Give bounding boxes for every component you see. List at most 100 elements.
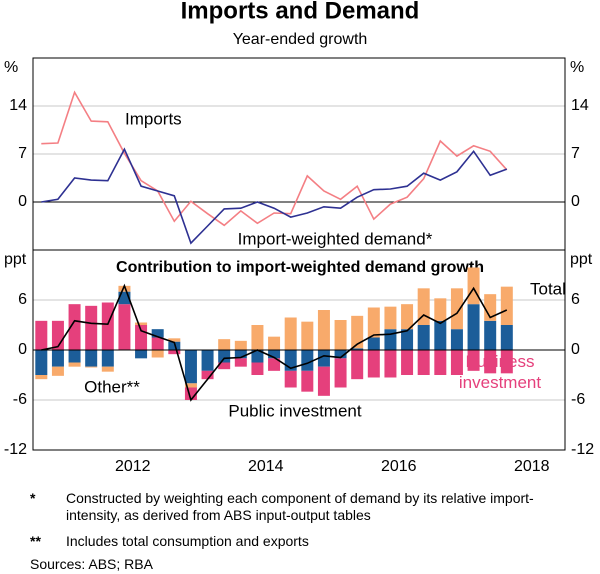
- bar-segment: [367, 350, 380, 378]
- bar-segment: [467, 304, 480, 350]
- bar-segment: [151, 350, 164, 358]
- source-text: Sources: ABS; RBA: [30, 556, 153, 572]
- bar-segment: [467, 267, 480, 305]
- y2-tick-label: 7: [571, 145, 580, 162]
- bar-segment: [450, 288, 463, 330]
- note-marker: **: [30, 533, 41, 549]
- series-line: [41, 283, 508, 402]
- bar-segment: [85, 366, 98, 368]
- series-label: Business investment: [458, 352, 542, 392]
- y-tick-label: 0: [18, 341, 27, 358]
- bar-segment: [484, 320, 497, 350]
- bar-segment: [85, 350, 98, 367]
- bar-segment: [268, 358, 281, 371]
- bar-segment: [35, 320, 48, 350]
- panel-frame: [32, 249, 566, 451]
- bar-segment: [251, 325, 264, 350]
- series-line: [41, 90, 508, 227]
- bar-segment: [367, 337, 380, 350]
- bar-segment: [334, 358, 347, 388]
- note: ** Includes total consumption and exports: [30, 533, 570, 550]
- y2-axis-label: ppt: [570, 251, 593, 268]
- y2-tick-label: 6: [571, 291, 580, 308]
- note-marker: *: [30, 490, 36, 506]
- y2-axis-label: %: [570, 59, 584, 76]
- bar-segment: [101, 366, 114, 372]
- y-tick-label: -12: [4, 441, 27, 458]
- bar-segment: [218, 362, 231, 370]
- bar-segment: [434, 298, 447, 321]
- chart-title: Imports and Demand: [181, 0, 420, 24]
- bar-segment: [284, 370, 297, 388]
- bar-segment: [51, 366, 64, 376]
- bar-segment: [301, 321, 314, 350]
- bar-segment: [168, 338, 181, 342]
- bar-segment: [184, 350, 197, 384]
- bar-segment: [284, 317, 297, 350]
- bar-segment: [85, 305, 98, 350]
- bar-segment: [234, 340, 247, 350]
- bar-segment: [251, 362, 264, 375]
- y2-tick-label: -6: [571, 391, 585, 408]
- bar-segment: [467, 350, 480, 371]
- note-text: Includes total consumption and exports: [66, 533, 309, 549]
- y-tick-label: 14: [9, 97, 27, 114]
- bar-segment: [168, 341, 181, 350]
- note-text: Constructed by weighting each component …: [66, 490, 534, 523]
- series-label: Total: [530, 279, 566, 298]
- series-line: [41, 147, 508, 245]
- bar-segment: [417, 325, 430, 350]
- bar-segment: [384, 350, 397, 378]
- y2-tick-label: 0: [571, 193, 580, 210]
- bar-segment: [434, 320, 447, 350]
- bar-segment: [334, 350, 347, 359]
- bar-segment: [68, 350, 81, 363]
- bar-segment: [384, 329, 397, 350]
- y2-tick-label: 14: [571, 97, 589, 114]
- panel-title: Contribution to import-weighted demand g…: [116, 259, 484, 276]
- bar-segment: [118, 285, 131, 292]
- bar-segment: [35, 350, 48, 375]
- bar-segment: [401, 329, 414, 350]
- bar-segment: [301, 350, 314, 371]
- bar-segment: [500, 350, 513, 374]
- bar-segment: [101, 302, 114, 350]
- series-label: Imports: [125, 109, 182, 128]
- x-tick-label: 2014: [248, 458, 284, 475]
- y-axis-label: %: [4, 59, 18, 76]
- bar-segment: [35, 375, 48, 380]
- chart-subtitle: Year-ended growth: [233, 31, 368, 48]
- bar-segment: [68, 304, 81, 350]
- bar-segment: [268, 336, 281, 350]
- bar-segment: [351, 348, 364, 350]
- bar-segment: [234, 358, 247, 367]
- series-label: Public investment: [228, 401, 362, 420]
- y-tick-label: 6: [18, 291, 27, 308]
- note: * Constructed by weighting each component…: [30, 490, 570, 524]
- bar-segment: [351, 350, 364, 380]
- bar-segment: [51, 350, 64, 367]
- bar-segment: [301, 370, 314, 392]
- y-tick-label: 0: [18, 193, 27, 210]
- bar-segment: [201, 370, 214, 380]
- bar-segment: [500, 325, 513, 350]
- bar-segment: [401, 304, 414, 330]
- source: Sources: ABS; RBA: [30, 556, 570, 573]
- y-tick-label: 7: [18, 145, 27, 162]
- bar-segment: [401, 350, 414, 375]
- bar-segment: [201, 350, 214, 371]
- bar-segment: [218, 350, 231, 363]
- bar-segment: [351, 315, 364, 349]
- bar-segment: [484, 350, 497, 374]
- series-label: Import-weighted demand*: [238, 229, 433, 248]
- bar-segment: [268, 350, 281, 359]
- bar-segment: [118, 304, 131, 350]
- bar-segment: [334, 320, 347, 350]
- bar-segment: [135, 322, 148, 325]
- y-axis-label: ppt: [4, 251, 27, 268]
- bar-segment: [168, 350, 181, 355]
- bar-segment: [317, 366, 330, 396]
- bar-segment: [317, 310, 330, 350]
